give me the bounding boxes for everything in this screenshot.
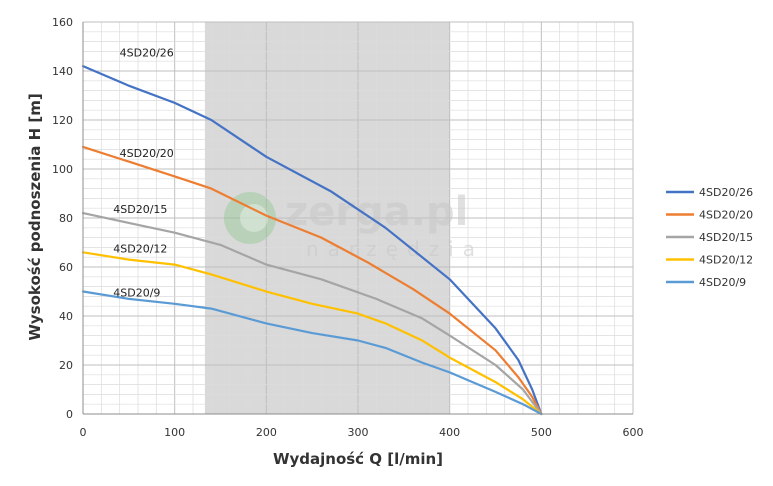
watermark: zerga.pl narzędzia <box>224 189 484 261</box>
series-line-1 <box>81 145 543 416</box>
y-tick-label: 160 <box>52 16 73 29</box>
y-tick-label: 80 <box>59 212 73 225</box>
series-line-3 <box>81 251 543 416</box>
curve-labels: 4SD20/26 4SD20/20 4SD20/15 4SD20/12 4SD20/9 <box>113 46 174 299</box>
y-tick-label: 120 <box>52 114 73 127</box>
y-tick-label: 40 <box>59 310 73 323</box>
x-tick-label: 400 <box>439 426 460 439</box>
x-tick-label: 0 <box>80 426 87 439</box>
y-tick-label: 20 <box>59 359 73 372</box>
watermark-brand: zerga.pl <box>285 189 468 235</box>
curve-label: 4SD20/12 <box>113 242 167 255</box>
y-tick-label: 100 <box>52 163 73 176</box>
y-axis-title: Wysokość podnoszenia H [m] <box>26 93 44 340</box>
x-axis-title: Wydajność Q [l/min] <box>273 450 443 468</box>
watermark-subtitle: narzędzia <box>306 237 484 261</box>
y-tick-label: 0 <box>66 408 73 421</box>
x-tick-label: 500 <box>531 426 552 439</box>
curve-label: 4SD20/26 <box>120 46 174 59</box>
series-line-2 <box>81 212 543 416</box>
legend-entry: 4SD20/26 <box>699 186 753 199</box>
legend-entry: 4SD20/15 <box>699 231 753 244</box>
series-line-4 <box>81 290 543 416</box>
watermark-logo-icon <box>224 192 276 244</box>
series-lines <box>81 65 543 416</box>
x-tick-label: 200 <box>256 426 277 439</box>
legend-entry: 4SD20/9 <box>699 276 746 289</box>
legend-entry: 4SD20/12 <box>699 254 753 267</box>
curve-label: 4SD20/15 <box>113 203 167 216</box>
axes: 0 100 200 300 400 500 600 0 20 40 60 80 100 120 140 160 <box>52 16 644 439</box>
watermark-logo-inner-icon <box>240 204 268 232</box>
y-tick-label: 60 <box>59 261 73 274</box>
curve-label: 4SD20/9 <box>113 286 160 299</box>
y-tick-label: 140 <box>52 65 73 78</box>
legend-entry: 4SD20/20 <box>699 209 753 222</box>
curve-label: 4SD20/20 <box>120 147 174 160</box>
x-tick-label: 100 <box>164 426 185 439</box>
series-line-0 <box>81 65 543 416</box>
legend: 4SD20/26 4SD20/20 4SD20/15 4SD20/12 4SD20/9 <box>666 186 753 289</box>
x-tick-label: 300 <box>348 426 369 439</box>
x-tick-label: 600 <box>623 426 644 439</box>
